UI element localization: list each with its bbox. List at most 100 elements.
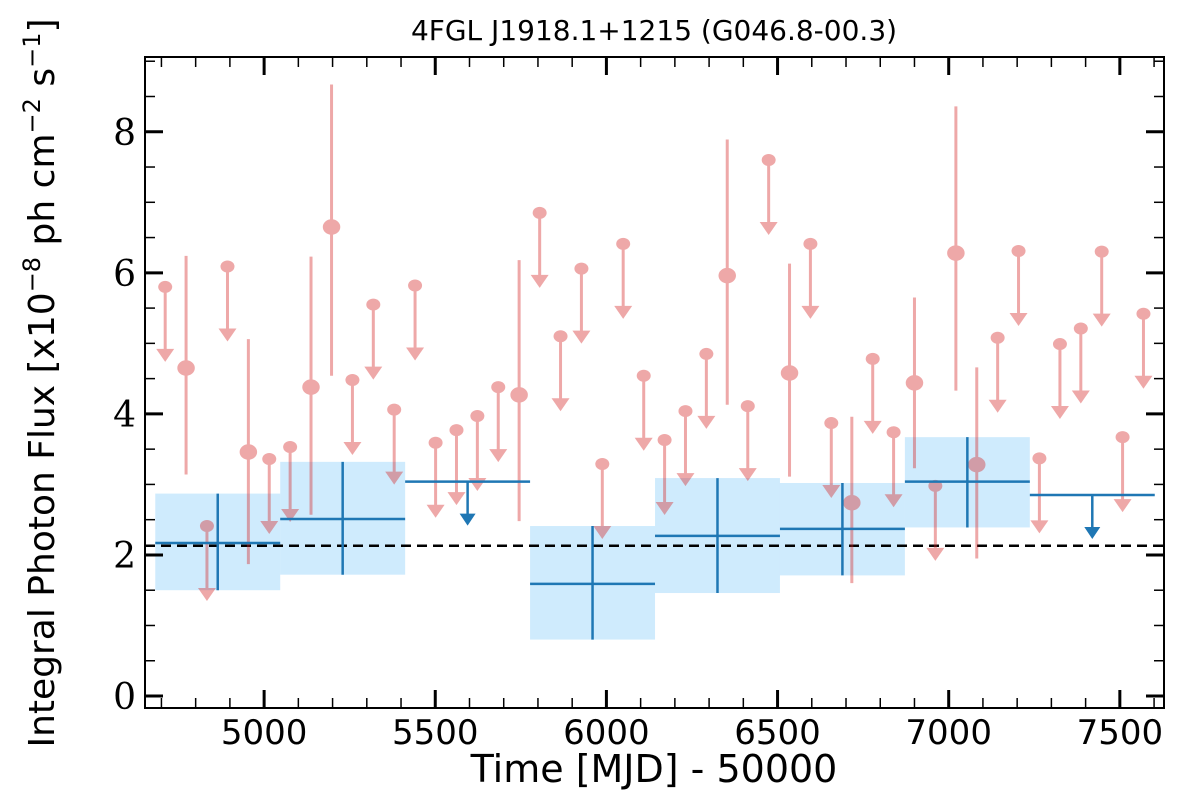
y-tick-label: 4: [113, 395, 136, 436]
short-bin-upper-limit: [988, 331, 1007, 413]
y-tick-label: 6: [113, 254, 136, 295]
upper-limit-marker: [553, 330, 568, 343]
short-bin-upper-limit: [530, 206, 549, 288]
y-tick-label: 0: [113, 677, 136, 718]
short-bin-upper-limit: [863, 352, 882, 434]
short-bin-upper-limit: [801, 237, 820, 319]
upper-limit-marker: [220, 260, 235, 273]
short-bin-point: [177, 255, 195, 475]
upper-limit-arrowhead: [406, 347, 425, 361]
upper-limit-arrowhead: [801, 305, 820, 319]
short-bin-upper-limit: [634, 369, 653, 451]
upper-limit-arrowhead: [447, 492, 466, 506]
upper-limit-marker: [678, 405, 693, 418]
upper-limit-marker: [865, 352, 880, 365]
upper-limit-marker: [990, 331, 1005, 344]
upper-limit-arrowhead: [156, 348, 175, 362]
flux-marker: [718, 267, 736, 284]
upper-limit-arrowhead: [343, 442, 362, 456]
upper-limit-arrowhead: [281, 509, 300, 523]
short-bin-point: [718, 139, 736, 405]
upper-limit-marker: [262, 453, 277, 466]
upper-limit-marker: [1011, 244, 1026, 257]
upper-limit-marker: [1052, 338, 1067, 351]
upper-limit-arrowhead: [863, 420, 882, 434]
upper-limit-marker: [345, 374, 360, 387]
short-bin-upper-limit: [1009, 244, 1028, 326]
upper-limit-arrowhead: [1092, 313, 1111, 327]
upper-limit-marker: [387, 403, 402, 416]
upper-limit-arrowhead: [655, 501, 674, 515]
upper-limit-arrowhead: [926, 547, 945, 561]
short-bin-upper-limit: [738, 400, 757, 482]
short-bin-upper-limit: [406, 279, 425, 361]
short-bin-upper-limit: [1050, 338, 1069, 420]
x-axis-label: Time [MJD] - 50000: [470, 747, 838, 791]
short-bin-upper-limit: [1113, 431, 1132, 513]
upper-limit-marker: [657, 433, 672, 446]
short-bin-upper-limit: [822, 417, 841, 499]
short-bin-upper-limit: [197, 520, 216, 602]
yearly-upper-limit-arrowhead: [1084, 526, 1101, 539]
short-bin-upper-limit: [1030, 452, 1049, 534]
upper-limit-marker: [740, 400, 755, 413]
short-bin-upper-limit: [572, 262, 591, 344]
upper-limit-marker: [158, 280, 173, 293]
upper-limit-marker: [699, 347, 714, 360]
upper-limit-arrowhead: [822, 485, 841, 499]
short-bin-upper-limit: [655, 433, 674, 515]
upper-limit-arrowhead: [676, 473, 695, 487]
flux-marker: [968, 456, 986, 473]
data-marks: [145, 84, 1164, 640]
short-bin-upper-limit: [1092, 245, 1111, 327]
upper-limit-marker: [532, 206, 547, 219]
upper-limit-marker: [595, 457, 610, 470]
short-bin-upper-limit: [593, 457, 612, 539]
upper-limit-marker: [761, 153, 776, 166]
short-bin-upper-limit: [614, 237, 633, 319]
short-bin-upper-limit: [281, 441, 300, 523]
upper-limit-marker: [1136, 307, 1151, 320]
short-bin-upper-limit: [551, 330, 570, 412]
upper-limit-marker: [1073, 322, 1088, 335]
short-bin-point: [302, 256, 320, 515]
short-bin-point: [905, 297, 924, 469]
upper-limit-marker: [1032, 452, 1047, 465]
short-bin-upper-limit: [676, 405, 695, 487]
x-tick-label: 5500: [392, 713, 479, 753]
flux-marker: [843, 495, 861, 511]
upper-limit-marker: [199, 520, 214, 533]
short-bin-upper-limit: [468, 410, 487, 492]
upper-limit-arrowhead: [1009, 312, 1028, 326]
short-bin-upper-limit: [364, 298, 383, 380]
short-bin-point: [510, 260, 528, 522]
x-tick-label: 7000: [905, 713, 992, 753]
flux-marker: [322, 219, 341, 235]
x-tick-label: 5000: [221, 713, 308, 753]
short-bin-upper-limit: [260, 453, 279, 535]
y-label-superscript: −2: [18, 98, 46, 133]
x-tick-label: 7500: [1077, 713, 1164, 753]
y-tick-label: 2: [113, 536, 136, 577]
upper-limit-marker: [824, 417, 839, 430]
upper-limit-marker: [283, 441, 298, 454]
short-bin-upper-limit: [697, 347, 716, 429]
upper-limit-marker: [449, 424, 464, 437]
upper-limit-arrowhead: [426, 504, 445, 518]
upper-limit-arrowhead: [1050, 406, 1069, 420]
upper-limit-marker: [366, 298, 381, 311]
upper-limit-marker: [803, 237, 818, 250]
upper-limit-arrowhead: [218, 328, 237, 342]
upper-limit-arrowhead: [364, 366, 383, 380]
flux-marker: [510, 387, 528, 403]
upper-limit-arrowhead: [759, 221, 778, 235]
short-bin-upper-limit: [759, 153, 778, 235]
short-bin-point: [780, 263, 799, 477]
short-bin-upper-limit: [447, 424, 466, 506]
upper-limit-arrowhead: [634, 437, 653, 451]
upper-limit-arrowhead: [197, 588, 216, 602]
y-label-part: ph cm: [22, 133, 63, 256]
flux-marker: [780, 365, 799, 381]
upper-limit-arrowhead: [530, 274, 549, 288]
short-bin-point: [239, 339, 258, 565]
